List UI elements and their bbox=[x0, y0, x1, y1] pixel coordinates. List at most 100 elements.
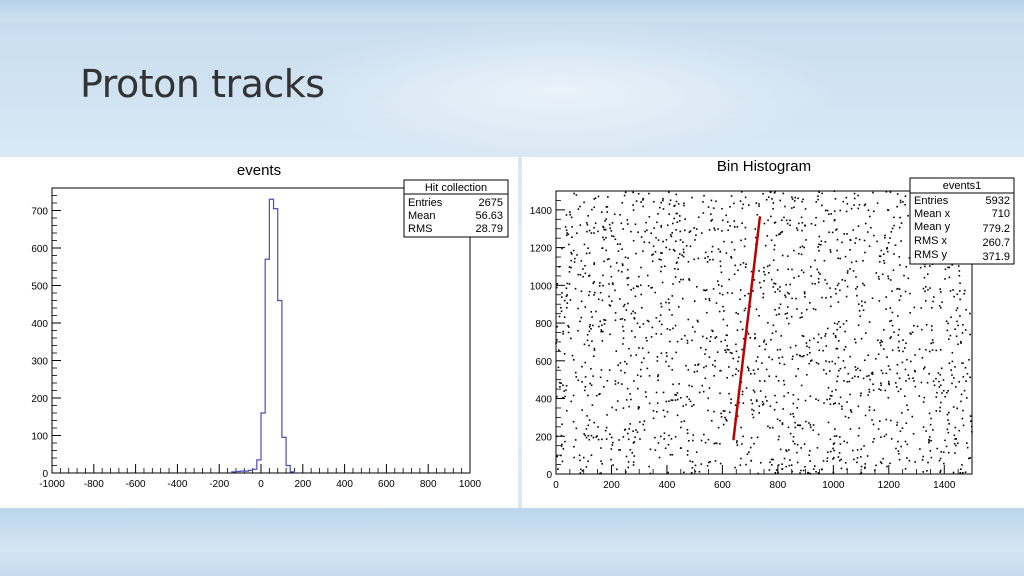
scatter-point bbox=[786, 222, 789, 225]
scatter-point bbox=[686, 450, 689, 452]
scatter-point bbox=[815, 361, 818, 364]
scatter-point bbox=[696, 319, 699, 322]
scatter-point bbox=[625, 309, 628, 311]
scatter-point bbox=[845, 196, 848, 199]
scatter-frame bbox=[555, 190, 973, 475]
scatter-point bbox=[579, 468, 582, 471]
scatter-point bbox=[778, 307, 780, 309]
scatter-point bbox=[844, 255, 847, 258]
scatter-point bbox=[870, 226, 872, 229]
scatter-y-tick-label: 1200 bbox=[530, 244, 553, 255]
scatter-point bbox=[928, 436, 931, 438]
scatter-point bbox=[873, 234, 875, 237]
scatter-point bbox=[946, 413, 949, 416]
scatter-point bbox=[953, 295, 955, 298]
scatter-point bbox=[565, 409, 568, 412]
scatter-point bbox=[579, 459, 581, 462]
scatter-point bbox=[674, 276, 677, 278]
scatter-point bbox=[889, 337, 891, 340]
scatter-point bbox=[730, 255, 732, 258]
scatter-point bbox=[903, 395, 906, 398]
scatter-point bbox=[856, 286, 859, 288]
scatter-point bbox=[736, 444, 739, 446]
scatter-point bbox=[655, 316, 658, 319]
scatter-point bbox=[639, 438, 641, 440]
scatter-point bbox=[722, 410, 725, 412]
scatter-point bbox=[940, 307, 942, 309]
scatter-point bbox=[623, 303, 626, 306]
scatter-point bbox=[639, 421, 641, 423]
scatter-point bbox=[682, 405, 685, 407]
scatter-point bbox=[789, 283, 791, 286]
scatter-point bbox=[860, 448, 863, 451]
scatter-point bbox=[836, 228, 838, 231]
scatter-point bbox=[730, 402, 732, 404]
scatter-point bbox=[614, 319, 617, 322]
scatter-point bbox=[803, 291, 806, 293]
scatter-point bbox=[810, 222, 813, 225]
scatter-point bbox=[563, 316, 566, 318]
scatter-point bbox=[864, 466, 866, 469]
scatter-point bbox=[576, 232, 578, 235]
scatter-y-tick-label: 200 bbox=[535, 432, 552, 443]
scatter-point bbox=[801, 427, 804, 430]
scatter-point bbox=[569, 213, 572, 216]
scatter-point bbox=[927, 289, 929, 291]
scatter-point bbox=[639, 284, 642, 287]
scatter-point bbox=[602, 330, 604, 333]
scatter-point bbox=[904, 440, 907, 443]
scatter-point bbox=[886, 246, 889, 249]
scatter-point bbox=[696, 370, 699, 373]
scatter-point bbox=[735, 368, 738, 370]
scatter-point bbox=[666, 328, 669, 330]
scatter-point bbox=[667, 443, 670, 446]
scatter-point bbox=[753, 442, 755, 445]
scatter-point bbox=[770, 338, 772, 341]
scatter-point bbox=[935, 410, 938, 412]
scatter-point bbox=[697, 320, 699, 323]
scatter-point bbox=[778, 233, 780, 236]
scatter-point bbox=[640, 293, 643, 296]
scatter-point bbox=[571, 253, 573, 255]
scatter-point bbox=[805, 308, 808, 311]
scatter-point bbox=[830, 305, 832, 308]
scatter-point bbox=[639, 326, 641, 328]
scatter-point bbox=[623, 194, 626, 197]
scatter-point bbox=[680, 426, 682, 429]
scatter-point bbox=[965, 397, 968, 399]
scatter-point bbox=[651, 260, 654, 263]
scatter-point bbox=[928, 438, 930, 441]
scatter-point bbox=[815, 216, 817, 219]
scatter-point bbox=[773, 408, 776, 411]
scatter-x-tick-label: 800 bbox=[770, 480, 787, 491]
scatter-point bbox=[781, 356, 784, 358]
scatter-point bbox=[858, 238, 861, 241]
scatter-point bbox=[970, 420, 972, 422]
scatter-point bbox=[799, 316, 802, 319]
scatter-point bbox=[762, 293, 765, 295]
scatter-point bbox=[774, 283, 777, 285]
scatter-point bbox=[883, 435, 886, 438]
scatter-point bbox=[966, 372, 969, 375]
scatter-point bbox=[857, 194, 859, 197]
scatter-point bbox=[666, 355, 668, 358]
scatter-point bbox=[830, 395, 833, 397]
scatter-point bbox=[622, 343, 624, 345]
scatter-point bbox=[770, 191, 772, 193]
scatter-point bbox=[648, 192, 650, 195]
scatter-point bbox=[854, 242, 856, 244]
scatter-point bbox=[775, 401, 778, 404]
scatter-point bbox=[634, 436, 636, 439]
scatter-point bbox=[951, 374, 953, 376]
scatter-point bbox=[930, 417, 932, 420]
scatter-point bbox=[912, 432, 915, 435]
scatter-point bbox=[922, 287, 925, 290]
scatter-point bbox=[889, 368, 891, 371]
scatter-point bbox=[627, 302, 629, 305]
scatter-point bbox=[609, 227, 611, 230]
scatter-point bbox=[963, 292, 965, 295]
scatter-point bbox=[565, 306, 568, 309]
scatter-point bbox=[883, 262, 886, 265]
scatter-point bbox=[674, 436, 677, 438]
scatter-point bbox=[758, 270, 760, 272]
